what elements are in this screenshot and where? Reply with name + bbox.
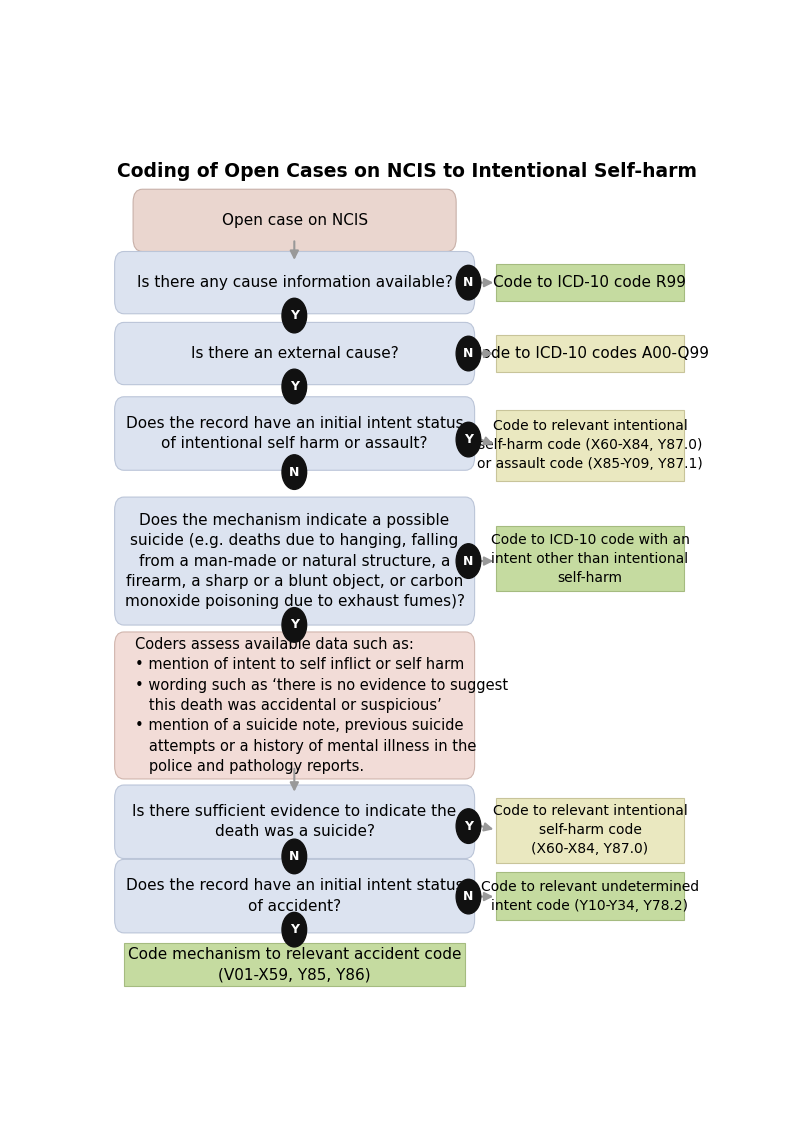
- FancyBboxPatch shape: [114, 785, 475, 858]
- Text: Y: Y: [290, 923, 299, 937]
- Circle shape: [456, 809, 480, 843]
- Text: N: N: [463, 276, 474, 289]
- Text: Does the record have an initial intent status
of intentional self harm or assaul: Does the record have an initial intent s…: [125, 416, 464, 451]
- Text: Code to ICD-10 codes A00-Q99: Code to ICD-10 codes A00-Q99: [471, 346, 709, 360]
- Text: N: N: [463, 555, 474, 567]
- Text: Coding of Open Cases on NCIS to Intentional Self-harm: Coding of Open Cases on NCIS to Intentio…: [117, 162, 697, 181]
- FancyBboxPatch shape: [114, 632, 475, 779]
- Text: Does the record have an initial intent status
of accident?: Does the record have an initial intent s…: [125, 878, 464, 914]
- Text: N: N: [463, 347, 474, 360]
- Text: Code to ICD-10 code with an
intent other than intentional
self-harm: Code to ICD-10 code with an intent other…: [491, 533, 689, 585]
- Circle shape: [456, 544, 480, 578]
- Text: N: N: [289, 850, 299, 862]
- Text: Y: Y: [290, 619, 299, 631]
- Circle shape: [456, 879, 480, 914]
- Circle shape: [456, 265, 480, 300]
- Text: Y: Y: [464, 820, 473, 832]
- FancyBboxPatch shape: [114, 396, 475, 471]
- Text: Does the mechanism indicate a possible
suicide (e.g. deaths due to hanging, fall: Does the mechanism indicate a possible s…: [125, 513, 464, 610]
- Circle shape: [456, 422, 480, 457]
- FancyBboxPatch shape: [496, 336, 684, 372]
- FancyBboxPatch shape: [496, 264, 684, 301]
- Text: Code mechanism to relevant accident code
(V01-X59, Y85, Y86): Code mechanism to relevant accident code…: [128, 947, 461, 983]
- FancyBboxPatch shape: [496, 410, 684, 481]
- Text: Code to relevant undetermined
intent code (Y10-Y34, Y78.2): Code to relevant undetermined intent cod…: [481, 879, 699, 913]
- Circle shape: [282, 369, 306, 404]
- Text: N: N: [463, 891, 474, 903]
- Circle shape: [282, 299, 306, 332]
- Circle shape: [456, 336, 480, 371]
- FancyBboxPatch shape: [114, 252, 475, 313]
- FancyBboxPatch shape: [496, 527, 684, 592]
- Circle shape: [282, 455, 306, 490]
- Text: Y: Y: [290, 380, 299, 393]
- Text: Coders assess available data such as:
• mention of intent to self inflict or sel: Coders assess available data such as: • …: [135, 637, 508, 774]
- Text: Y: Y: [464, 433, 473, 446]
- Text: Code to relevant intentional
self-harm code
(X60-X84, Y87.0): Code to relevant intentional self-harm c…: [492, 804, 688, 857]
- FancyBboxPatch shape: [114, 497, 475, 626]
- FancyBboxPatch shape: [496, 873, 684, 920]
- Text: Y: Y: [290, 309, 299, 322]
- Text: Is there any cause information available?: Is there any cause information available…: [137, 275, 453, 290]
- Circle shape: [282, 912, 306, 947]
- Circle shape: [282, 839, 306, 874]
- Circle shape: [282, 608, 306, 642]
- Text: Code to relevant intentional
self-harm code (X60-X84, Y87.0)
or assault code (X8: Code to relevant intentional self-harm c…: [477, 419, 703, 472]
- FancyBboxPatch shape: [114, 322, 475, 385]
- FancyBboxPatch shape: [124, 943, 465, 986]
- FancyBboxPatch shape: [496, 798, 684, 862]
- Text: Code to ICD-10 code R99: Code to ICD-10 code R99: [494, 275, 687, 290]
- FancyBboxPatch shape: [133, 190, 457, 252]
- FancyBboxPatch shape: [114, 859, 475, 933]
- Text: Is there sufficient evidence to indicate the
death was a suicide?: Is there sufficient evidence to indicate…: [133, 804, 457, 840]
- Text: Open case on NCIS: Open case on NCIS: [222, 213, 368, 228]
- Text: N: N: [289, 466, 299, 478]
- Text: Is there an external cause?: Is there an external cause?: [191, 346, 399, 360]
